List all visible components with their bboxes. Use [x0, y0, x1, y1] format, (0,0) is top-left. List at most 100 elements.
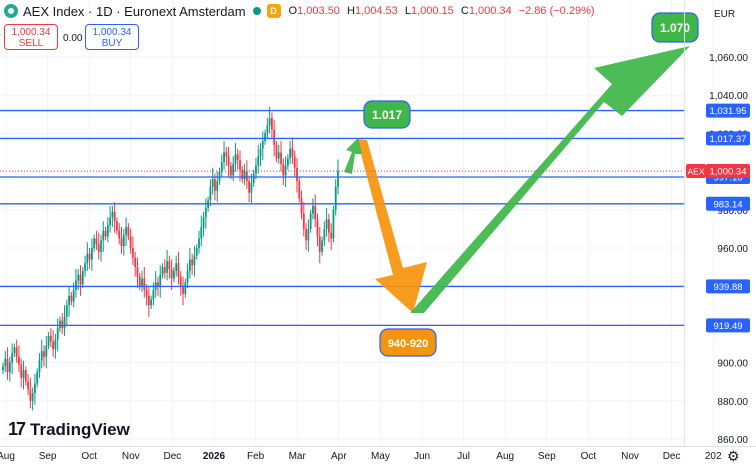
price-axis[interactable]: EUR860.00880.00900.00920.00940.00960.009… [684, 0, 749, 446]
tradingview-logo[interactable]: 17 TradingView [8, 419, 130, 439]
candle-body [255, 165, 257, 174]
line-price-tag [706, 196, 750, 211]
candle-body [259, 148, 262, 157]
candle-body [122, 234, 125, 247]
candle-body [227, 156, 230, 166]
gear-icon[interactable]: ⚙ [727, 448, 740, 464]
candle-body [323, 228, 326, 241]
y-tick-label: 1,060.00 [709, 53, 748, 64]
candle-body [202, 217, 205, 227]
orange-down-arrow [357, 139, 427, 313]
candle-body [161, 267, 164, 275]
x-tick-label: Jun [414, 451, 430, 462]
ohlc-values: O1,003.50 H1,004.53 L1,000.15 C1,000.34 … [288, 5, 595, 17]
candle-body [31, 393, 34, 401]
candle-body [186, 270, 189, 283]
candle-body [159, 274, 162, 287]
x-tick-label: May [371, 451, 390, 462]
candle-body [211, 179, 214, 187]
candle-body [24, 370, 27, 382]
candle-body [316, 219, 319, 237]
x-tick-label: Nov [621, 451, 639, 462]
candle-body [43, 351, 45, 357]
candle-body [309, 213, 312, 229]
y-tick-label: 960.00 [717, 244, 748, 255]
target-label-1017[interactable]: 1.017 [363, 100, 411, 129]
candle-body [68, 295, 70, 306]
candle-body [150, 299, 153, 306]
candle-body [109, 217, 112, 226]
line-price-tag [706, 318, 750, 333]
chart-grid [0, 0, 714, 446]
candle-body [104, 230, 107, 237]
candle-body [72, 290, 75, 302]
candle-body [59, 320, 61, 329]
candle-body [252, 173, 255, 184]
candle-body [75, 280, 77, 291]
candle-body [131, 248, 134, 258]
candle-body [282, 163, 285, 176]
current-price-text: 1,000.34 [710, 166, 747, 177]
candle-body [280, 152, 282, 164]
candle-body [134, 257, 137, 268]
line-price-text: 919.49 [713, 321, 742, 332]
candle-body [214, 179, 216, 191]
x-tick-label: Oct [581, 451, 597, 462]
candle-body [332, 209, 335, 239]
x-tick-label: Jul [457, 451, 470, 462]
buy-button[interactable]: 1,000.34 BUY [85, 24, 139, 50]
candle-body [95, 238, 98, 245]
svg-text:940-920: 940-920 [388, 338, 428, 350]
candle-body [193, 255, 196, 266]
candle-body [90, 248, 93, 260]
spread-value: 0.00 [63, 33, 83, 44]
market-status-icon [252, 7, 261, 15]
candle-body [93, 238, 96, 248]
target-label-940-920[interactable]: 940-920 [379, 328, 437, 357]
candle-body [8, 362, 11, 373]
candle-body [97, 244, 100, 252]
candle-body [13, 347, 16, 354]
candle-body [63, 316, 66, 329]
candle-body [325, 219, 328, 229]
candle-body [229, 165, 232, 176]
candle-body [168, 261, 171, 270]
candle-body [225, 152, 228, 157]
candle-body [250, 183, 253, 193]
candle-body [261, 141, 264, 149]
symbol-title[interactable]: AEX Index · 1D · Euronext Amsterdam [23, 3, 246, 19]
candle-body [125, 226, 127, 235]
y-tick-label: 900.00 [717, 359, 748, 370]
line-price-tag [706, 103, 750, 118]
candle-body [184, 282, 187, 294]
candle-body [102, 230, 105, 241]
candle-body [191, 259, 194, 266]
candle-body [54, 339, 57, 350]
candle-body [138, 276, 141, 287]
candle-body [70, 295, 73, 302]
candle-body [307, 228, 310, 241]
currency-label[interactable]: EUR [714, 9, 735, 20]
candle-body [52, 341, 55, 350]
candle-body [334, 186, 337, 210]
candle-body [127, 226, 130, 237]
time-axis[interactable]: Aug Sep Oct Nov Dec 2026 Feb Mar Apr May Jun Jul Aug… [0, 446, 756, 463]
candle-body [289, 148, 292, 159]
candle-body [29, 389, 32, 401]
candle-body [106, 225, 109, 237]
candle-body [300, 198, 303, 214]
horizontal-lines [0, 109, 684, 327]
candle-body [86, 253, 89, 264]
candle-body [232, 163, 235, 176]
candle-body [56, 328, 59, 340]
candle-body [147, 295, 150, 306]
svg-text:1.017: 1.017 [372, 108, 402, 122]
sell-button[interactable]: 1,000.34 SELL [4, 24, 58, 50]
candle-body [220, 162, 223, 172]
current-price-tag [706, 163, 750, 178]
candle-body [257, 156, 260, 166]
x-tick-label: 202 [705, 451, 722, 462]
candle-body [271, 118, 273, 130]
target-label-1070[interactable]: 1.070 [651, 12, 699, 43]
